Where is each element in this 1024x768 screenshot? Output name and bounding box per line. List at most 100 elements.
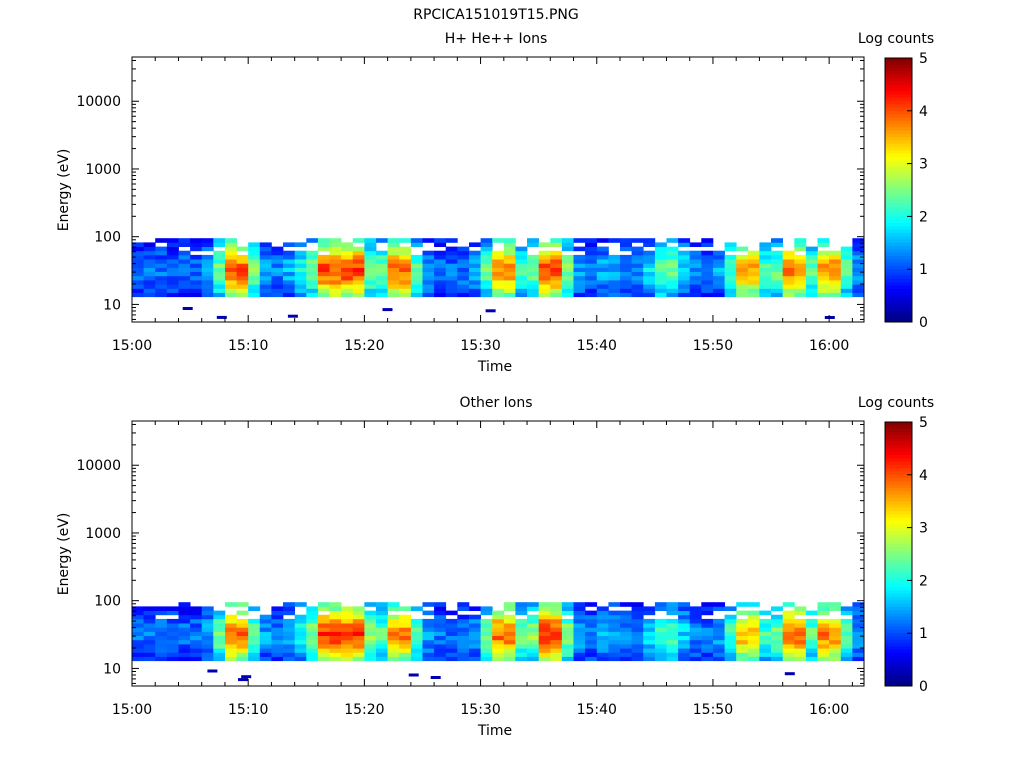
heatmap-cell <box>701 259 714 264</box>
colorbar-segment <box>885 507 912 512</box>
heatmap-cell <box>225 627 237 632</box>
heatmap-cell <box>329 238 342 243</box>
heatmap-cell <box>306 614 319 620</box>
heatmap-cell <box>585 618 598 624</box>
heatmap-cell <box>201 254 214 260</box>
heatmap-cell <box>480 610 493 616</box>
heatmap-cell <box>817 627 830 632</box>
heatmap-cell <box>747 656 760 662</box>
heatmap-cell <box>329 250 342 256</box>
heatmap-cell <box>701 610 714 616</box>
heatmap-cell <box>678 280 691 285</box>
heatmap-cell <box>341 644 354 649</box>
heatmap-cell <box>287 314 298 318</box>
heatmap-cell <box>747 623 760 628</box>
heatmap-cell <box>178 652 191 657</box>
heatmap-cell <box>736 652 749 657</box>
heatmap-cell <box>329 284 342 289</box>
heatmap-cell <box>550 639 563 645</box>
heatmap-cell <box>376 635 388 641</box>
heatmap-cell <box>817 635 830 641</box>
heatmap-cell <box>434 242 447 247</box>
heatmap-cell <box>561 606 574 611</box>
heatmap-cell <box>329 618 342 624</box>
heatmap-cell <box>178 275 191 281</box>
heatmap-cell <box>341 610 354 616</box>
heatmap-cell <box>317 275 330 281</box>
heatmap-cell <box>155 271 168 277</box>
heatmap-cell <box>201 271 214 277</box>
heatmap-cell <box>155 267 168 272</box>
heatmap-cell <box>550 284 563 289</box>
heatmap-cell <box>515 275 528 281</box>
heatmap-cell <box>782 250 795 256</box>
colorbar-segment <box>885 133 912 138</box>
colorbar-segment <box>885 252 912 256</box>
heatmap-cell <box>445 644 458 649</box>
heatmap-cell <box>364 238 377 243</box>
heatmap-cell <box>294 263 307 268</box>
heatmap-cell <box>259 259 272 264</box>
heatmap-cell <box>376 267 388 272</box>
heatmap-cell <box>538 618 551 624</box>
colorbar-segment <box>885 428 912 432</box>
colorbar-segment <box>885 619 912 624</box>
heatmap-cell <box>596 275 609 281</box>
heatmap-cell <box>701 656 714 662</box>
heatmap-cell <box>840 250 853 256</box>
heatmap-cell <box>329 627 342 632</box>
colorbar-segment <box>885 77 912 82</box>
heatmap-cell <box>480 648 493 653</box>
heatmap-cell <box>666 606 679 611</box>
heatmap-cell <box>852 250 865 256</box>
heatmap-cell <box>678 254 691 260</box>
colorbar-segment <box>885 113 912 118</box>
heatmap-cell <box>480 284 493 289</box>
heatmap-cell <box>283 610 295 616</box>
heatmap-cell <box>445 250 458 256</box>
heatmap-cell <box>794 254 807 260</box>
heatmap-cell <box>701 618 714 624</box>
heatmap-cell <box>213 284 226 289</box>
heatmap-cell <box>213 254 226 260</box>
heatmap-cell <box>283 631 295 636</box>
heatmap-cell <box>538 639 551 645</box>
heatmap-cell <box>213 627 226 632</box>
heatmap-cell <box>387 618 400 624</box>
heatmap-cell <box>492 652 505 657</box>
heatmap-cell <box>678 635 691 641</box>
heatmap-cell <box>852 623 865 628</box>
heatmap-cell <box>306 280 319 285</box>
heatmap-cell <box>527 652 539 657</box>
heatmap-cell <box>178 648 191 653</box>
heatmap-cell <box>445 284 458 289</box>
heatmap-cell <box>759 271 772 277</box>
heatmap-cell <box>817 610 830 616</box>
heatmap-cell <box>271 652 284 657</box>
heatmap-cell <box>643 280 656 285</box>
heatmap-cell <box>794 238 807 243</box>
heatmap-cell <box>666 246 679 252</box>
heatmap-cell <box>689 267 702 272</box>
heatmap-cell <box>201 263 214 268</box>
heatmap-cell <box>631 267 644 272</box>
heatmap-cell <box>190 292 203 298</box>
heatmap-cell <box>713 275 725 281</box>
colorbar-tick-label: 0 <box>919 679 928 695</box>
heatmap-cell <box>771 280 783 285</box>
heatmap-cell <box>155 288 168 293</box>
heatmap-cell <box>736 267 749 272</box>
heatmap-cell <box>736 648 749 653</box>
heatmap-cell <box>515 259 528 264</box>
heatmap-cell <box>248 623 261 628</box>
colorbar-segment <box>885 533 912 538</box>
heatmap-cell <box>294 280 307 285</box>
heatmap-cell <box>445 288 458 293</box>
heatmap-cell <box>678 263 691 268</box>
heatmap-cell <box>225 602 237 607</box>
heatmap-cell <box>689 242 702 247</box>
heatmap-cell <box>190 610 203 616</box>
heatmap-cell <box>573 280 586 285</box>
heatmap-cell <box>643 238 656 243</box>
heatmap-cell <box>654 284 667 289</box>
